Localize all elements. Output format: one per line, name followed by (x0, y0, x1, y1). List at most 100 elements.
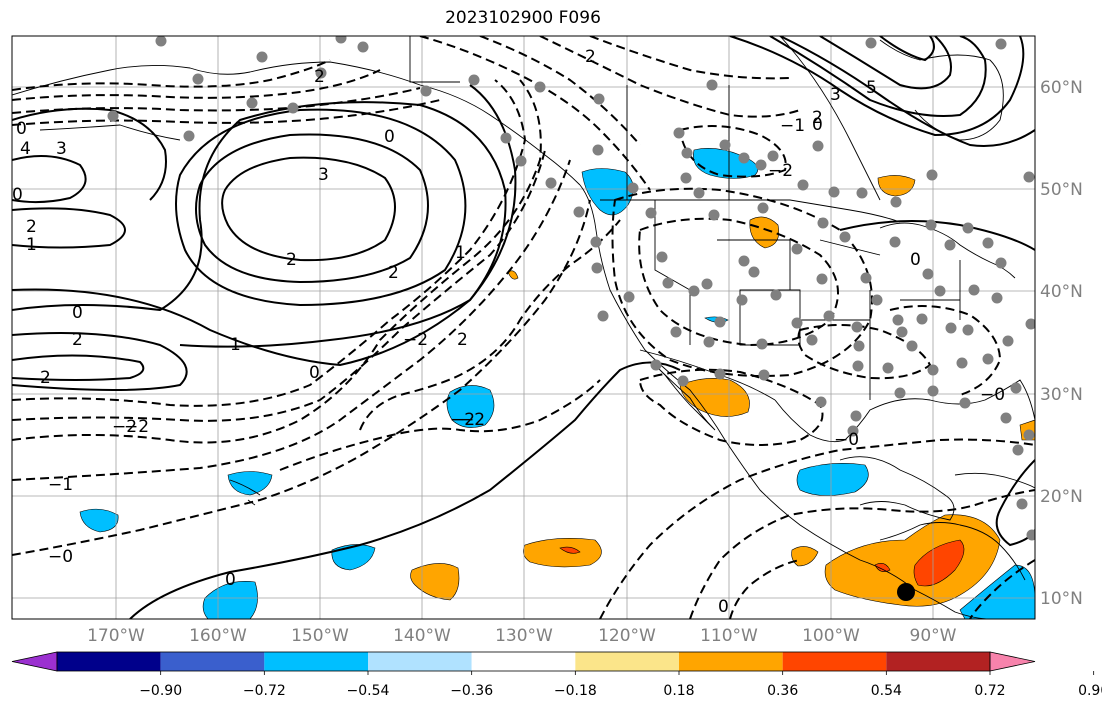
positive-anomaly-region (507, 270, 519, 280)
positive-contour (12, 331, 188, 391)
negative-contour (12, 87, 421, 114)
lon-label: 100°W (802, 626, 860, 646)
contour-label: 0 (72, 303, 83, 323)
contour-label: −2 (450, 410, 475, 430)
contour-label: −2 (124, 417, 149, 437)
negative-contour (611, 187, 873, 377)
contour-label: −2 (460, 410, 485, 430)
yucatan-coast (839, 456, 955, 521)
colorbar-tick-label: 0.54 (871, 683, 902, 699)
contour-label: −0 (48, 547, 73, 567)
contour-labels: 0 3 2 2 1 0 2 1 0 −2 0 2 2 −2 −0 0 −1 −2… (12, 47, 1005, 617)
lon-label: 140°W (393, 626, 451, 646)
map-title: 2023102900 F096 (445, 8, 601, 28)
negative-anomaly-region (446, 385, 495, 428)
positive-contour (195, 133, 429, 284)
contour-label: 0 (225, 570, 236, 590)
colorbar-tick-label: 0.72 (974, 683, 1005, 699)
contour-label: 1 (230, 335, 241, 355)
positive-anomaly-region (679, 378, 750, 417)
negative-contour-lines (12, 36, 1035, 619)
colorbar-segment (471, 652, 576, 671)
negative-contour (419, 36, 651, 191)
negative-contour (12, 79, 527, 407)
negative-contour (539, 36, 801, 118)
positive-contour (12, 354, 145, 381)
latitude-labels: 60°N 50°N 40°N 30°N 20°N 10°N (1040, 78, 1083, 609)
lon-label: 90°W (910, 626, 957, 646)
negative-contour (12, 159, 571, 481)
lon-label: 120°W (598, 626, 656, 646)
negative-contour (599, 438, 1035, 619)
contour-label: 1 (26, 235, 37, 255)
lat-label: 60°N (1040, 78, 1083, 98)
positive-contour (12, 207, 126, 249)
lat-label: 20°N (1040, 487, 1083, 507)
colorbar-segment (679, 652, 783, 671)
negative-contour (279, 379, 601, 471)
negative-anomaly-region (79, 508, 119, 533)
negative-anomaly-region (581, 168, 634, 216)
colorbar-segment (782, 652, 887, 671)
lat-label: 50°N (1040, 180, 1083, 200)
contour-label: 0 (384, 127, 395, 147)
lon-label: 160°W (189, 626, 247, 646)
lon-label: 130°W (495, 626, 553, 646)
negative-contour (12, 69, 381, 101)
zero-contour (779, 36, 1035, 147)
colorbar-tick-label: −0.36 (450, 683, 493, 699)
colorbar-segment (368, 652, 472, 671)
zero-contour (839, 220, 1035, 251)
negative-contour (969, 559, 1035, 619)
colorbar: −0.90 −0.72 −0.54 −0.36 −0.18 0.18 0.36 0.54 0.7… (11, 651, 1102, 699)
colorbar-segment (160, 652, 265, 671)
negative-anomaly-region (331, 544, 376, 571)
positive-anomaly-region (877, 175, 916, 197)
colorbar-tick-label: −0.54 (347, 683, 390, 699)
cuba-coast (954, 472, 1035, 489)
negative-contour (638, 368, 824, 446)
negative-contour (797, 324, 932, 380)
positive-contour (12, 155, 87, 204)
contour-label: 2 (585, 47, 596, 67)
colorbar-border (56, 651, 991, 672)
contour-label: 0 (910, 250, 921, 270)
strong-positive-anomaly-region (874, 563, 891, 572)
contour-label: 3 (830, 85, 841, 105)
baja-california (654, 364, 716, 431)
negative-contour (12, 99, 441, 126)
contour-label: 0 (16, 119, 27, 139)
alaska-canada-border (409, 36, 460, 83)
colorbar-tick-label: −0.90 (139, 683, 182, 699)
contour-label: 2 (457, 330, 468, 350)
contour-label: −2 (403, 330, 428, 350)
negative-anomaly-region (202, 581, 258, 619)
central-america-coast (879, 522, 1026, 581)
contour-label: 2 (388, 263, 399, 283)
lon-label: 150°W (291, 626, 349, 646)
contour-label: 2 (314, 67, 325, 87)
contour-label: −2 (768, 161, 793, 181)
positive-contour (175, 108, 467, 307)
positive-contour (729, 36, 1025, 137)
zero-contour (995, 459, 1035, 547)
aleutian-chain (39, 124, 181, 141)
colorbar-segment (886, 652, 990, 671)
contour-label: 1 (455, 243, 466, 263)
colorbar-extend-high (989, 651, 1036, 672)
contour-label: 4 (20, 139, 31, 159)
colorbar-tick-label: 0.18 (663, 683, 694, 699)
lat-label: 10°N (1040, 589, 1083, 609)
negative-contour (12, 199, 591, 556)
contour-label: 2 (72, 330, 83, 350)
zero-contour (129, 361, 681, 619)
colorbar-tick-label: 0.36 (767, 683, 798, 699)
contour-label: 0 (309, 363, 320, 383)
station-markers (107, 36, 1035, 541)
colorbar-segment (575, 652, 679, 671)
colorbar-tick-label: −0.72 (243, 683, 286, 699)
map-border (11, 35, 1036, 620)
contour-label: 2 (40, 368, 51, 388)
negative-contour (889, 305, 1002, 396)
lat-label: 40°N (1040, 282, 1083, 302)
